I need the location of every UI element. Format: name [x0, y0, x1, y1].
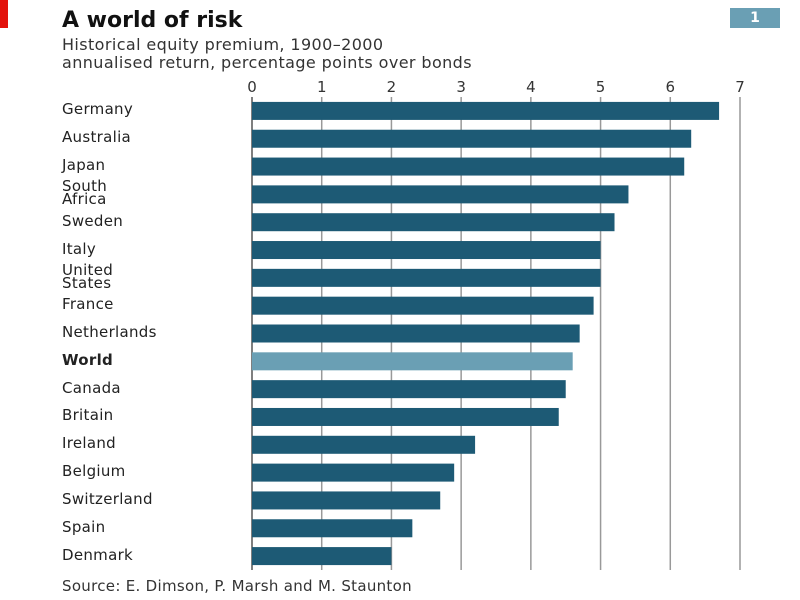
chart-subtitle: Historical equity premium, 1900–2000 ann…	[62, 35, 472, 72]
bar	[252, 296, 594, 315]
y-tick-label: Denmark	[62, 545, 134, 564]
bar	[252, 268, 601, 287]
y-tick-label: Spain	[62, 517, 106, 536]
y-tick-label: Ireland	[62, 434, 116, 453]
x-tick-label: 5	[596, 78, 606, 96]
x-tick-label: 1	[317, 78, 327, 96]
chart-badge: 1	[730, 8, 780, 28]
bar	[252, 185, 629, 204]
y-tick-label: Germany	[62, 100, 134, 119]
source-note: Source: E. Dimson, P. Marsh and M. Staun…	[62, 577, 412, 595]
x-tick-label: 6	[666, 78, 676, 96]
bar	[252, 435, 476, 454]
x-tick-label: 3	[456, 78, 466, 96]
y-tick-label: South Africa	[62, 177, 108, 209]
y-tick-label: Canada	[62, 378, 121, 397]
bar	[252, 241, 601, 260]
x-tick-label: 2	[387, 78, 397, 96]
y-tick-label: Switzerland	[62, 489, 153, 508]
bar	[252, 491, 441, 510]
bar	[252, 101, 720, 120]
bar	[252, 407, 559, 426]
chart-title: A world of risk	[62, 8, 243, 33]
y-tick-label: Sweden	[62, 211, 124, 230]
bar	[252, 324, 580, 343]
y-tick-label: Netherlands	[62, 323, 157, 341]
bar	[252, 352, 573, 371]
y-tick-label: France	[62, 295, 114, 314]
x-tick-label: 0	[247, 78, 257, 96]
bar	[252, 380, 566, 399]
x-tick-label: 7	[735, 78, 745, 96]
bar	[252, 547, 392, 566]
y-tick-label: Italy	[62, 239, 97, 258]
brand-mark	[0, 0, 8, 28]
bar	[252, 213, 615, 232]
bar	[252, 463, 455, 482]
bar	[252, 157, 685, 176]
y-tick-label: Belgium	[62, 462, 126, 481]
y-tick-label: Japan	[62, 156, 106, 175]
y-tick-label: World	[62, 350, 114, 369]
y-tick-label: United States	[62, 260, 114, 292]
bar	[252, 519, 413, 538]
y-tick-label: Australia	[62, 128, 132, 147]
x-tick-label: 4	[526, 78, 536, 96]
bar	[252, 129, 692, 148]
y-tick-label: Britain	[62, 406, 114, 425]
